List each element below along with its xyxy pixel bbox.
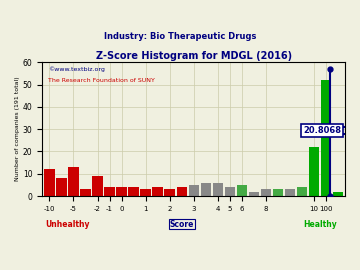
Bar xyxy=(104,187,114,196)
Bar xyxy=(333,192,343,196)
Bar xyxy=(93,176,103,196)
Bar xyxy=(285,190,295,196)
Text: Industry: Bio Therapeutic Drugs: Industry: Bio Therapeutic Drugs xyxy=(104,32,256,41)
Bar xyxy=(309,147,319,196)
Bar xyxy=(176,187,187,196)
Bar xyxy=(153,187,163,196)
Bar xyxy=(57,178,67,196)
Bar xyxy=(189,185,199,196)
Bar xyxy=(212,183,223,196)
Bar xyxy=(249,192,259,196)
Text: The Research Foundation of SUNY: The Research Foundation of SUNY xyxy=(48,78,155,83)
Y-axis label: Number of companies (191 total): Number of companies (191 total) xyxy=(15,77,20,181)
Bar xyxy=(165,190,175,196)
Bar xyxy=(80,190,91,196)
Bar xyxy=(116,187,127,196)
Bar xyxy=(297,187,307,196)
Bar xyxy=(237,185,247,196)
Text: ©www.textbiz.org: ©www.textbiz.org xyxy=(48,66,105,72)
Bar xyxy=(129,187,139,196)
Title: Z-Score Histogram for MDGL (2016): Z-Score Histogram for MDGL (2016) xyxy=(95,52,292,62)
Text: 20.8068: 20.8068 xyxy=(303,126,341,135)
Bar xyxy=(273,190,283,196)
Text: Score: Score xyxy=(170,220,194,228)
Bar xyxy=(68,167,78,196)
Text: Unhealthy: Unhealthy xyxy=(45,220,90,228)
Bar xyxy=(261,190,271,196)
Bar xyxy=(140,190,151,196)
Text: Healthy: Healthy xyxy=(303,220,337,228)
Bar xyxy=(201,183,211,196)
Bar xyxy=(321,80,331,196)
Bar xyxy=(225,187,235,196)
Bar xyxy=(44,169,55,196)
